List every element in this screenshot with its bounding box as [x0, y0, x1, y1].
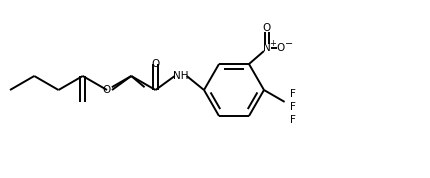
Text: +: +: [269, 38, 276, 48]
Text: NH: NH: [172, 71, 188, 81]
Text: F: F: [289, 89, 295, 99]
Text: N: N: [262, 43, 270, 53]
Text: F: F: [289, 115, 295, 125]
Text: O: O: [262, 23, 270, 33]
Text: O: O: [103, 85, 111, 95]
Text: F: F: [289, 102, 295, 112]
Text: O: O: [151, 59, 159, 69]
Text: −: −: [284, 39, 292, 49]
Text: O: O: [276, 43, 285, 53]
